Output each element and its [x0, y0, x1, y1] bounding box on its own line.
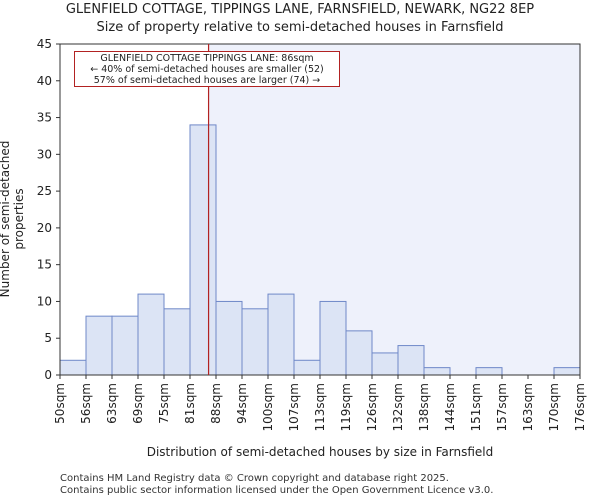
bar	[137, 293, 165, 376]
bar	[293, 359, 321, 376]
bar	[241, 308, 269, 376]
y-tick-label: 10	[37, 294, 52, 308]
x-tick-label: 119sqm	[339, 383, 353, 431]
x-tick-label: 94sqm	[235, 383, 249, 424]
footer-line-1: Contains HM Land Registry data © Crown c…	[60, 473, 449, 484]
y-tick-label: 30	[37, 147, 52, 161]
x-tick-label: 50sqm	[53, 383, 67, 424]
x-tick-label: 63sqm	[105, 383, 119, 424]
annotation-line-2: ← 40% of semi-detached houses are smalle…	[90, 64, 324, 75]
annotation-box: GLENFIELD COTTAGE TIPPINGS LANE: 86sqm ←…	[74, 51, 340, 87]
y-tick-label: 35	[37, 111, 52, 125]
y-tick-label: 45	[37, 37, 52, 51]
x-tick-label: 100sqm	[261, 383, 275, 431]
x-tick-label: 144sqm	[443, 383, 457, 431]
x-tick-label: 176sqm	[573, 383, 587, 431]
x-tick-label: 113sqm	[313, 383, 327, 431]
y-tick-label: 40	[37, 74, 52, 88]
x-tick-label: 151sqm	[469, 383, 483, 431]
bar	[371, 352, 399, 376]
bar	[215, 300, 243, 376]
bar	[397, 345, 425, 376]
y-tick-label: 0	[44, 368, 52, 382]
y-tick-label: 5	[44, 331, 52, 345]
chart-subtitle: Size of property relative to semi-detach…	[96, 20, 504, 35]
bar	[319, 300, 347, 376]
x-tick-label: 69sqm	[131, 383, 145, 424]
x-tick-label: 88sqm	[209, 383, 223, 424]
x-axis-label: Distribution of semi-detached houses by …	[146, 445, 494, 459]
bar	[345, 330, 373, 376]
bar	[189, 124, 217, 376]
x-tick-label: 138sqm	[417, 383, 431, 431]
bar	[475, 367, 503, 376]
x-tick-label: 157sqm	[495, 383, 509, 431]
y-axis-label: Number of semi-detached properties	[0, 140, 26, 298]
bar	[59, 359, 87, 376]
x-tick-label: 170sqm	[547, 383, 561, 431]
bar	[163, 308, 191, 376]
x-tick-label: 163sqm	[521, 383, 535, 431]
x-tick-label: 56sqm	[79, 383, 93, 424]
y-tick-label: 20	[37, 221, 52, 235]
y-tick-label: 15	[37, 258, 52, 272]
bar	[553, 367, 581, 376]
bar	[267, 293, 295, 376]
bar	[111, 315, 139, 376]
x-tick-label: 107sqm	[287, 383, 301, 431]
footer-line-2: Contains public sector information licen…	[60, 485, 494, 496]
x-tick-label: 75sqm	[157, 383, 171, 424]
x-tick-label: 132sqm	[391, 383, 405, 431]
bar	[85, 315, 113, 376]
annotation-line-3: 57% of semi-detached houses are larger (…	[93, 75, 321, 86]
x-tick-label: 81sqm	[183, 383, 197, 424]
x-tick-label: 126sqm	[365, 383, 379, 431]
annotation-line-1: GLENFIELD COTTAGE TIPPINGS LANE: 86sqm	[100, 53, 314, 64]
y-tick-label: 25	[37, 184, 52, 198]
chart-title: GLENFIELD COTTAGE, TIPPINGS LANE, FARNSF…	[65, 2, 535, 17]
bar	[423, 367, 451, 376]
